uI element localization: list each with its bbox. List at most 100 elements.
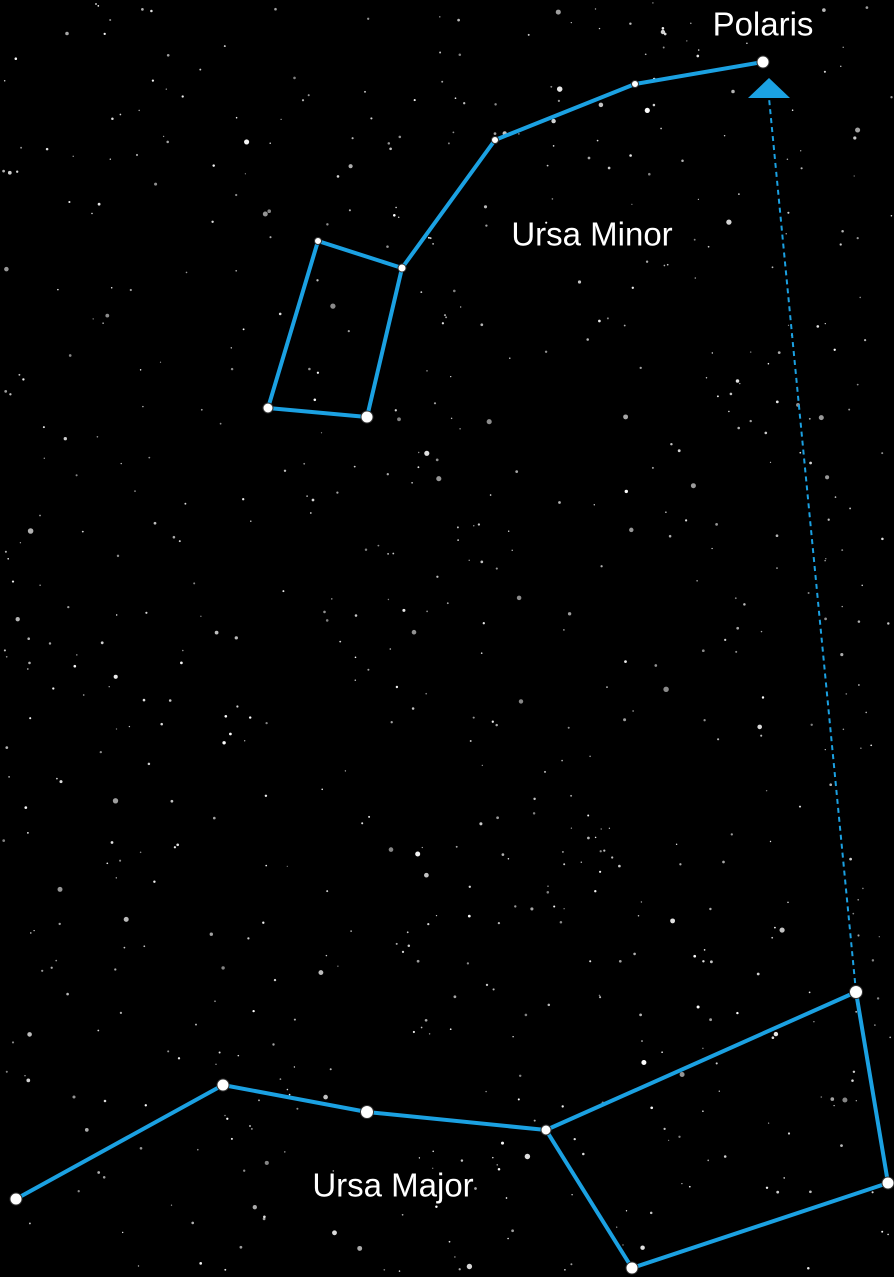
background-star xyxy=(675,843,678,845)
background-star xyxy=(27,1032,32,1037)
background-star xyxy=(640,901,643,903)
background-star xyxy=(693,238,696,241)
background-star xyxy=(5,1070,8,1073)
constellation-star xyxy=(397,263,407,273)
background-star xyxy=(561,850,564,853)
background-star xyxy=(42,426,45,429)
background-star xyxy=(598,319,601,323)
background-star xyxy=(436,476,442,482)
background-star xyxy=(731,89,735,94)
background-star xyxy=(337,965,339,967)
background-star xyxy=(454,1256,456,1258)
background-star xyxy=(776,567,778,569)
background-star xyxy=(426,610,428,613)
background-star xyxy=(19,542,22,544)
background-star xyxy=(666,263,669,266)
background-star xyxy=(507,530,510,532)
background-star xyxy=(779,927,785,933)
background-star xyxy=(756,972,760,976)
background-star xyxy=(845,693,848,695)
background-star xyxy=(27,528,34,534)
background-star xyxy=(468,559,470,561)
background-star xyxy=(703,949,706,951)
background-star xyxy=(441,80,444,83)
background-star xyxy=(165,88,167,90)
background-star xyxy=(769,461,772,464)
constellation-star xyxy=(756,55,770,69)
background-star xyxy=(387,598,390,601)
background-star xyxy=(347,330,350,333)
background-star xyxy=(354,679,357,681)
background-star xyxy=(622,1244,624,1246)
background-star xyxy=(858,684,860,686)
background-star xyxy=(97,1029,100,1032)
background-star xyxy=(214,1000,216,1003)
background-star xyxy=(219,422,222,425)
background-star xyxy=(567,612,572,616)
background-star xyxy=(516,595,522,601)
background-star xyxy=(138,109,140,112)
background-star xyxy=(336,175,340,178)
constellation-star xyxy=(314,237,322,245)
background-star xyxy=(301,99,305,102)
background-star xyxy=(416,959,420,963)
background-star xyxy=(705,377,708,379)
background-star xyxy=(518,699,524,704)
background-star xyxy=(20,146,23,149)
background-star xyxy=(603,849,606,852)
background-star xyxy=(551,198,554,200)
background-star xyxy=(142,405,144,408)
background-star xyxy=(631,203,633,205)
background-star xyxy=(594,890,597,893)
background-star xyxy=(151,79,155,82)
background-star xyxy=(840,65,842,67)
background-star xyxy=(694,277,697,279)
background-star xyxy=(857,620,861,623)
background-star xyxy=(30,932,32,934)
background-star xyxy=(200,615,202,617)
background-star xyxy=(824,560,826,562)
background-star xyxy=(556,86,563,92)
background-star xyxy=(479,822,483,826)
background-star xyxy=(787,901,789,904)
constellation-stars xyxy=(9,55,894,1275)
background-star xyxy=(389,147,392,151)
background-star xyxy=(690,22,692,25)
background-star xyxy=(497,1167,501,1171)
background-star xyxy=(435,458,439,462)
background-star xyxy=(864,339,867,342)
background-star xyxy=(109,18,112,22)
background-star xyxy=(193,582,196,585)
pointer-line xyxy=(768,97,857,993)
background-star xyxy=(616,1226,618,1228)
background-star xyxy=(18,373,21,376)
background-star xyxy=(350,930,352,932)
background-star xyxy=(599,870,602,873)
background-star xyxy=(480,652,483,654)
background-star xyxy=(115,728,118,730)
background-star xyxy=(818,415,824,421)
background-star xyxy=(823,70,826,73)
background-star xyxy=(852,912,855,915)
background-star xyxy=(325,619,329,622)
background-star xyxy=(212,164,215,167)
background-star xyxy=(668,534,672,538)
background-star xyxy=(102,322,104,324)
background-star xyxy=(596,139,599,142)
background-star xyxy=(524,1013,528,1017)
background-star xyxy=(466,1263,473,1270)
background-star xyxy=(199,68,202,71)
background-star xyxy=(707,1159,710,1162)
background-star xyxy=(77,1190,80,1193)
background-star xyxy=(226,1117,229,1120)
background-star xyxy=(887,1233,889,1236)
background-star xyxy=(2,839,6,842)
background-star xyxy=(33,929,35,932)
background-star xyxy=(436,575,439,578)
background-star xyxy=(749,351,752,353)
background-star xyxy=(623,414,629,420)
background-star xyxy=(557,99,561,103)
background-star xyxy=(769,840,772,843)
background-star xyxy=(411,707,415,710)
background-star xyxy=(446,602,449,605)
